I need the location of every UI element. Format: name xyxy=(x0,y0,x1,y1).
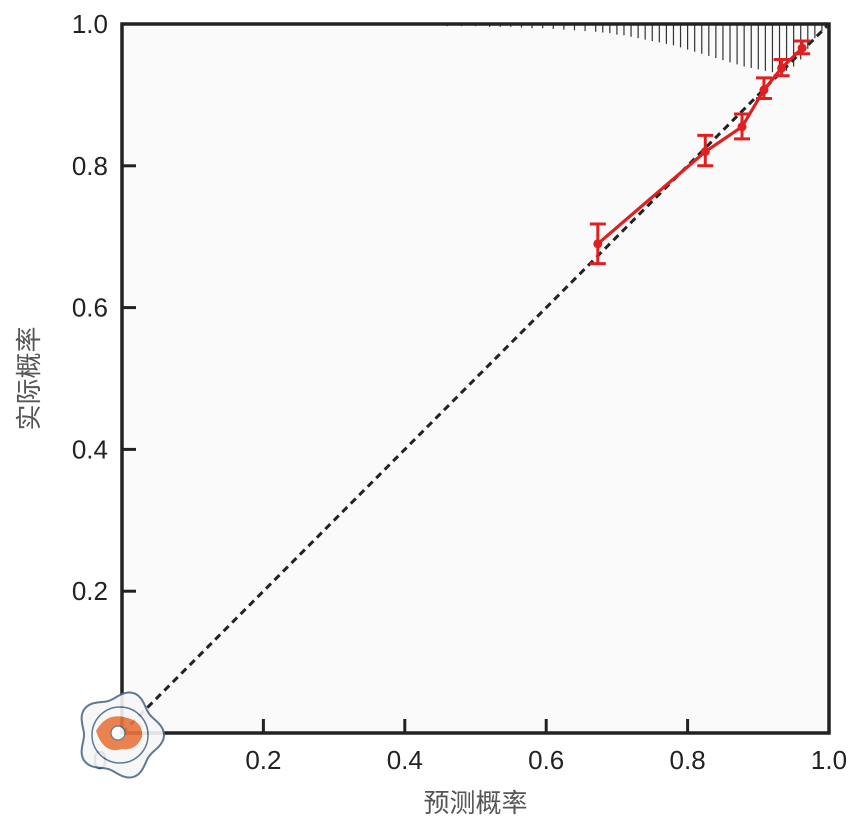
y-tick-label: 0.4 xyxy=(72,434,108,464)
series-line xyxy=(596,46,804,246)
x-tick-label: 0.2 xyxy=(245,745,281,775)
plot-frame xyxy=(120,22,831,735)
x-tick-label: 0.4 xyxy=(387,745,423,775)
data-point xyxy=(797,43,807,53)
data-point xyxy=(777,63,787,73)
y-axis-label: 实际概率 xyxy=(15,326,45,430)
reference-diagonal-line xyxy=(120,22,831,735)
y-tick-label: 0.2 xyxy=(72,576,108,606)
logo-center-mark xyxy=(110,725,126,741)
data-point xyxy=(593,239,603,249)
logo-inner-circle xyxy=(91,706,149,764)
cma-logo-watermark xyxy=(80,691,166,779)
y-axis-ticks: 0.2 0.4 0.6 0.8 1.0 xyxy=(72,9,136,606)
y-tick-label: 0.6 xyxy=(72,293,108,323)
x-tick-label: 0.8 xyxy=(670,745,706,775)
data-point xyxy=(737,122,747,132)
y-tick-label: 0.8 xyxy=(72,151,108,181)
x-axis-label: 预测概率 xyxy=(423,789,527,819)
x-tick-label: 0.6 xyxy=(528,745,564,775)
data-point xyxy=(759,85,769,95)
calibration-series xyxy=(589,39,811,266)
y-tick-label: 1.0 xyxy=(72,9,108,39)
x-tick-label: 1.0 xyxy=(811,745,847,775)
data-point xyxy=(700,147,710,157)
